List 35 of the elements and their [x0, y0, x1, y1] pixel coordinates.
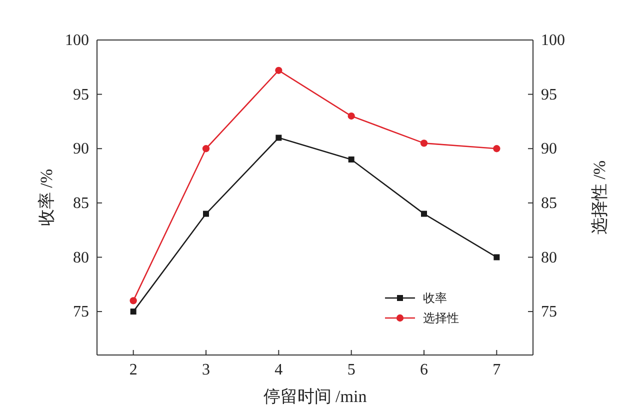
- x-tick-label: 2: [129, 361, 138, 378]
- x-axis-title: 停留时间 /min: [263, 387, 368, 406]
- y-tick-label: 90: [73, 140, 89, 158]
- point: [130, 308, 136, 315]
- y2-tick-label: 100: [541, 32, 565, 50]
- y-axis-title: 收率 /%: [37, 168, 56, 226]
- legend-label: 收率: [423, 291, 447, 305]
- legend-label: 选择性: [423, 311, 459, 325]
- point: [276, 134, 282, 141]
- y-tick-label: 75: [73, 304, 89, 321]
- point: [348, 156, 354, 162]
- x-tick-label: 3: [202, 361, 210, 378]
- point: [202, 145, 210, 152]
- y-tick-label: 85: [73, 195, 89, 212]
- y2-tick-label: 85: [541, 195, 557, 212]
- x-tick-label: 6: [420, 361, 428, 378]
- point: [348, 112, 355, 120]
- point: [421, 210, 427, 217]
- y2-tick-label: 75: [541, 304, 557, 321]
- y-tick-label: 100: [65, 32, 89, 50]
- point: [420, 140, 428, 147]
- y2-axis-title: 选择性 /%: [590, 160, 609, 235]
- y2-tick-label: 95: [541, 86, 557, 104]
- point: [130, 297, 137, 304]
- point: [493, 145, 500, 152]
- x-tick-label: 5: [347, 361, 356, 378]
- x-tick-label: 7: [492, 361, 501, 378]
- y2-tick-label: 80: [541, 249, 557, 266]
- point: [494, 254, 500, 260]
- y-tick-label: 80: [73, 249, 89, 266]
- point: [203, 210, 209, 217]
- y-tick-label: 95: [73, 86, 89, 104]
- y2-tick-label: 90: [541, 140, 557, 158]
- x-tick-label: 4: [274, 361, 283, 378]
- point: [275, 66, 282, 74]
